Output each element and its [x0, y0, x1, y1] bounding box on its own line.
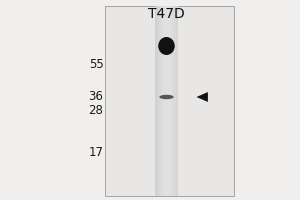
Bar	[171, 6, 172, 196]
Bar	[172, 6, 173, 196]
Text: 28: 28	[88, 104, 104, 117]
Text: T47D: T47D	[148, 7, 185, 21]
Bar	[159, 6, 160, 196]
Ellipse shape	[159, 95, 174, 99]
Bar	[177, 6, 178, 196]
Text: 17: 17	[88, 146, 104, 158]
Bar	[165, 6, 166, 196]
Bar	[160, 6, 161, 196]
Bar	[105, 6, 234, 196]
Ellipse shape	[158, 37, 175, 55]
Text: 36: 36	[88, 90, 104, 104]
Bar	[164, 6, 165, 196]
Bar	[161, 6, 162, 196]
Bar	[155, 6, 178, 196]
Bar	[174, 6, 175, 196]
Bar	[162, 6, 163, 196]
Bar	[176, 6, 177, 196]
Bar	[170, 6, 171, 196]
Bar	[167, 6, 168, 196]
Bar	[169, 6, 170, 196]
Text: 55: 55	[89, 58, 104, 71]
Bar	[156, 6, 158, 196]
Bar	[173, 6, 174, 196]
Bar	[168, 6, 169, 196]
Bar	[155, 6, 156, 196]
Polygon shape	[196, 92, 208, 102]
Bar	[158, 6, 159, 196]
Bar	[163, 6, 164, 196]
